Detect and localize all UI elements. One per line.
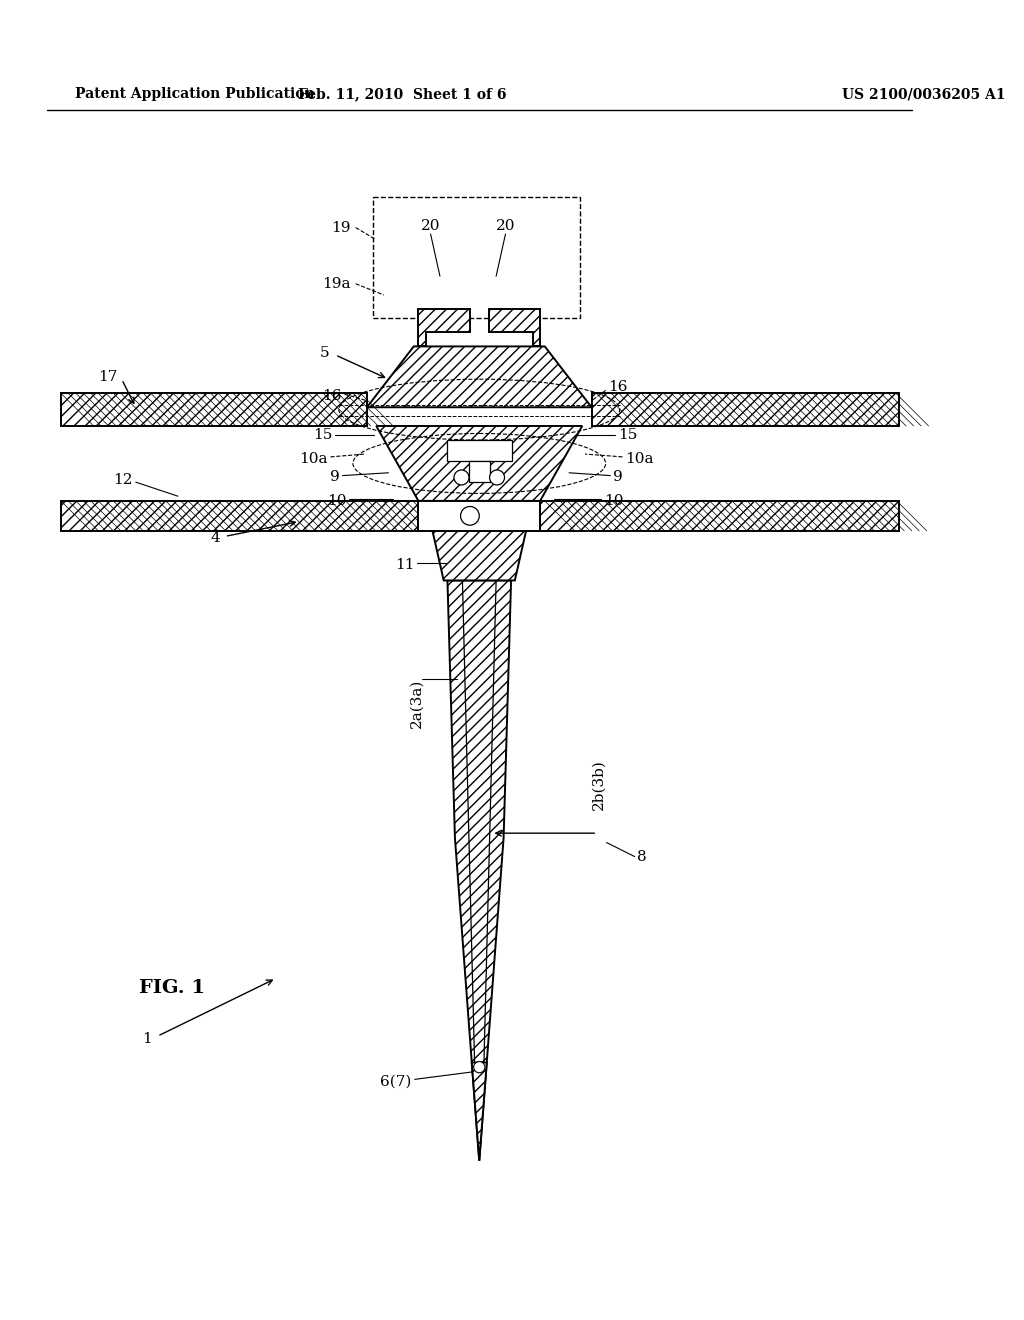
Text: FIG. 1: FIG. 1 — [138, 978, 205, 997]
Circle shape — [474, 1061, 485, 1073]
Polygon shape — [419, 309, 470, 346]
Polygon shape — [592, 393, 899, 426]
Polygon shape — [446, 440, 512, 461]
Circle shape — [461, 507, 479, 525]
Text: 16: 16 — [323, 389, 342, 403]
Text: 15: 15 — [313, 429, 333, 442]
Text: 6(7): 6(7) — [381, 1074, 412, 1088]
Circle shape — [454, 470, 469, 484]
Text: 9: 9 — [613, 470, 623, 484]
Text: 10: 10 — [327, 494, 346, 508]
Text: 2b(3b): 2b(3b) — [592, 759, 606, 809]
Text: 9: 9 — [330, 470, 340, 484]
Polygon shape — [60, 500, 419, 531]
Polygon shape — [469, 461, 489, 482]
Text: 10a: 10a — [299, 451, 328, 466]
Text: 10a: 10a — [626, 451, 653, 466]
Bar — [373, 197, 581, 318]
Text: 19a: 19a — [323, 277, 351, 290]
Polygon shape — [488, 309, 540, 346]
Polygon shape — [376, 426, 583, 500]
Text: 19: 19 — [332, 220, 351, 235]
Text: 2a(3a): 2a(3a) — [410, 678, 424, 729]
Circle shape — [489, 470, 505, 484]
Text: 13: 13 — [501, 512, 520, 527]
Text: 10: 10 — [604, 494, 624, 508]
Text: 17: 17 — [97, 371, 117, 384]
Text: Feb. 11, 2010  Sheet 1 of 6: Feb. 11, 2010 Sheet 1 of 6 — [298, 87, 507, 102]
Text: 20: 20 — [421, 219, 440, 232]
Bar — [419, 500, 540, 531]
Polygon shape — [60, 393, 367, 426]
Text: 5: 5 — [319, 346, 330, 360]
Text: 11: 11 — [395, 557, 415, 572]
Text: 12: 12 — [114, 474, 133, 487]
Text: US 2100/0036205 A1: US 2100/0036205 A1 — [843, 87, 1006, 102]
Text: 1: 1 — [142, 1032, 152, 1047]
Text: 8: 8 — [637, 850, 646, 863]
Polygon shape — [367, 346, 592, 408]
Polygon shape — [432, 531, 526, 581]
Polygon shape — [540, 500, 899, 531]
Polygon shape — [472, 1063, 486, 1160]
Text: 15: 15 — [617, 429, 637, 442]
Text: 4: 4 — [210, 532, 220, 545]
Polygon shape — [447, 581, 511, 1160]
Text: 20: 20 — [496, 219, 515, 232]
Text: 16: 16 — [608, 380, 628, 393]
Text: Patent Application Publication: Patent Application Publication — [75, 87, 314, 102]
